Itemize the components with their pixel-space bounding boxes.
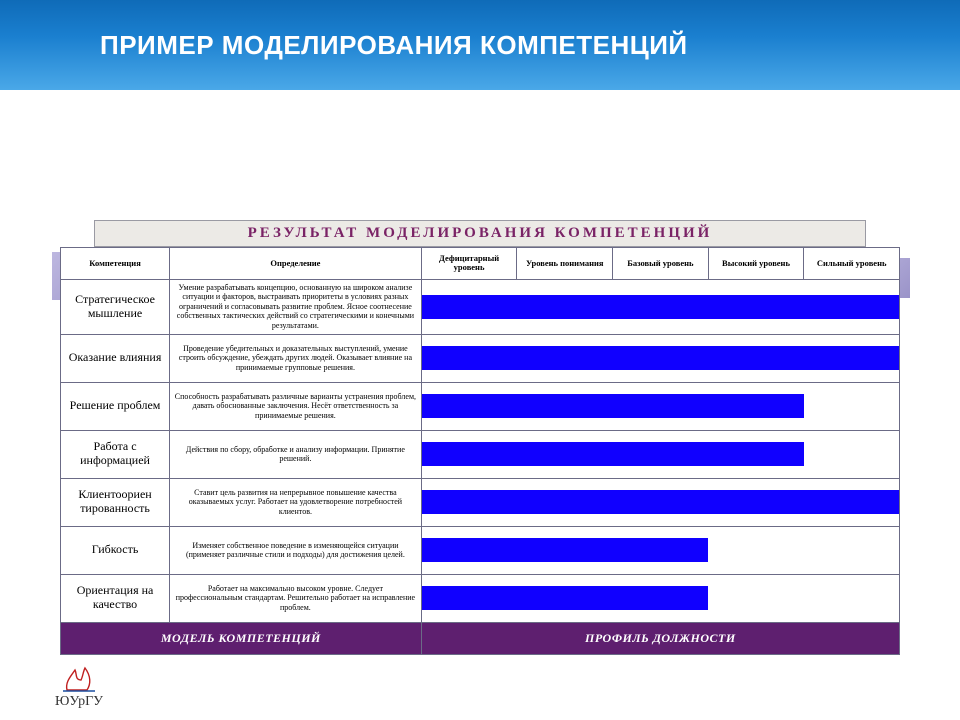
competency-table: Компетенция Определение Дефицитарный уро… [60,247,900,655]
level-bar [422,442,804,466]
level-bar-cell [421,574,899,622]
table-row: Клиентоориен тированностьСтавит цель раз… [61,478,900,526]
competency-name: Стратегическое мышление [61,279,170,334]
level-bar [422,295,899,319]
col-level: Уровень понимания [517,248,613,280]
competency-name: Решение проблем [61,382,170,430]
level-bar-cell [421,382,899,430]
level-bar [422,586,708,610]
competency-name: Клиентоориен тированность [61,478,170,526]
level-bar-cell [421,478,899,526]
page-banner: ПРИМЕР МОДЕЛИРОВАНИЯ КОМПЕТЕНЦИЙ [0,0,960,90]
table-footer-row: МОДЕЛЬ КОМПЕТЕНЦИЙ ПРОФИЛЬ ДОЛЖНОСТИ [61,622,900,654]
col-level: Дефицитарный уровень [421,248,517,280]
table-row: Стратегическое мышлениеУмение разрабатыв… [61,279,900,334]
level-bar-cell [421,526,899,574]
table-title: РЕЗУЛЬТАТ МОДЕЛИРОВАНИЯ КОМПЕТЕНЦИЙ [94,220,867,247]
col-level: Базовый уровень [613,248,709,280]
competency-name: Гибкость [61,526,170,574]
competency-definition: Умение разрабатывать концепцию, основанн… [170,279,422,334]
competency-name: Оказание влияния [61,334,170,382]
competency-definition: Ставит цель развития на непрерывное повы… [170,478,422,526]
competency-definition: Способность разрабатывать различные вари… [170,382,422,430]
table-row: Оказание влиянияПроведение убедительных … [61,334,900,382]
table-header-row: Компетенция Определение Дефицитарный уро… [61,248,900,280]
flame-icon [61,666,97,692]
col-name: Компетенция [61,248,170,280]
col-level: Высокий уровень [708,248,804,280]
level-bar-cell [421,334,899,382]
level-bar [422,538,708,562]
table-row: Ориентация на качествоРаботает на максим… [61,574,900,622]
footer-right: ПРОФИЛЬ ДОЛЖНОСТИ [421,622,899,654]
competency-name: Работа с информацией [61,430,170,478]
competency-definition: Изменяет собственное поведение в изменяю… [170,526,422,574]
col-def: Определение [170,248,422,280]
level-bar [422,346,899,370]
footer-left: МОДЕЛЬ КОМПЕТЕНЦИЙ [61,622,422,654]
table-row: Работа с информациейДействия по сбору, о… [61,430,900,478]
table-row: ГибкостьИзменяет собственное поведение в… [61,526,900,574]
competency-definition: Работает на максимально высоком уровне. … [170,574,422,622]
banner-title: ПРИМЕР МОДЕЛИРОВАНИЯ КОМПЕТЕНЦИЙ [100,30,688,61]
col-level: Сильный уровень [804,248,900,280]
logo-text: ЮУрГУ [55,694,103,709]
competency-definition: Проведение убедительных и доказательных … [170,334,422,382]
table-row: Решение проблемСпособность разрабатывать… [61,382,900,430]
competency-definition: Действия по сбору, обработке и анализу и… [170,430,422,478]
level-bar [422,394,804,418]
level-bar [422,490,899,514]
level-bar-cell [421,430,899,478]
competency-name: Ориентация на качество [61,574,170,622]
level-bar-cell [421,279,899,334]
org-logo: ЮУрГУ [55,666,103,710]
content-area: РЕЗУЛЬТАТ МОДЕЛИРОВАНИЯ КОМПЕТЕНЦИЙ Комп… [60,220,900,655]
